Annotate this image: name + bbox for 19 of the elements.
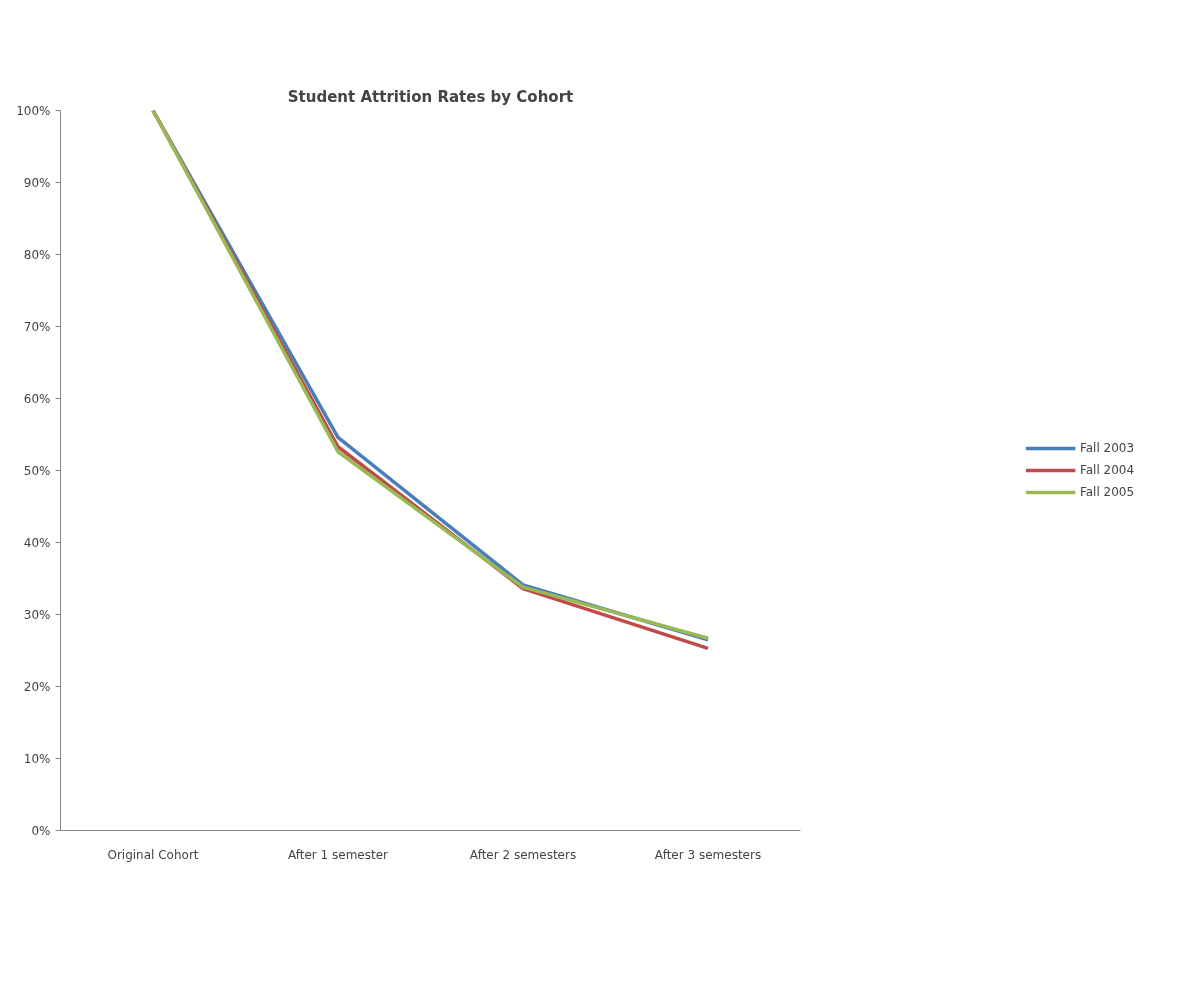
legend-label: Fall 2003	[1079, 441, 1135, 455]
x-tick-label: Original Cohort	[107, 847, 199, 862]
y-tick-label: 100%	[16, 103, 51, 118]
y-tick-label: 30%	[23, 607, 51, 622]
x-tick-label: After 3 semesters	[654, 847, 762, 862]
legend-label: Fall 2004	[1079, 463, 1135, 477]
x-tick-label: After 2 semesters	[469, 847, 577, 862]
y-tick-label: 50%	[23, 463, 51, 478]
y-tick-label: 60%	[23, 391, 51, 406]
legend-label: Fall 2005	[1079, 485, 1135, 499]
y-tick-label: 40%	[23, 535, 51, 550]
y-tick-label: 20%	[23, 679, 51, 694]
chart-title: Student Attrition Rates by Cohort	[287, 87, 574, 106]
y-tick-label: 10%	[23, 751, 51, 766]
y-tick-label: 70%	[23, 319, 51, 334]
y-tick-label: 90%	[23, 175, 51, 190]
y-tick-label: 80%	[23, 247, 51, 262]
y-tick-label: 0%	[31, 823, 51, 838]
x-tick-label: After 1 semester	[287, 847, 389, 862]
